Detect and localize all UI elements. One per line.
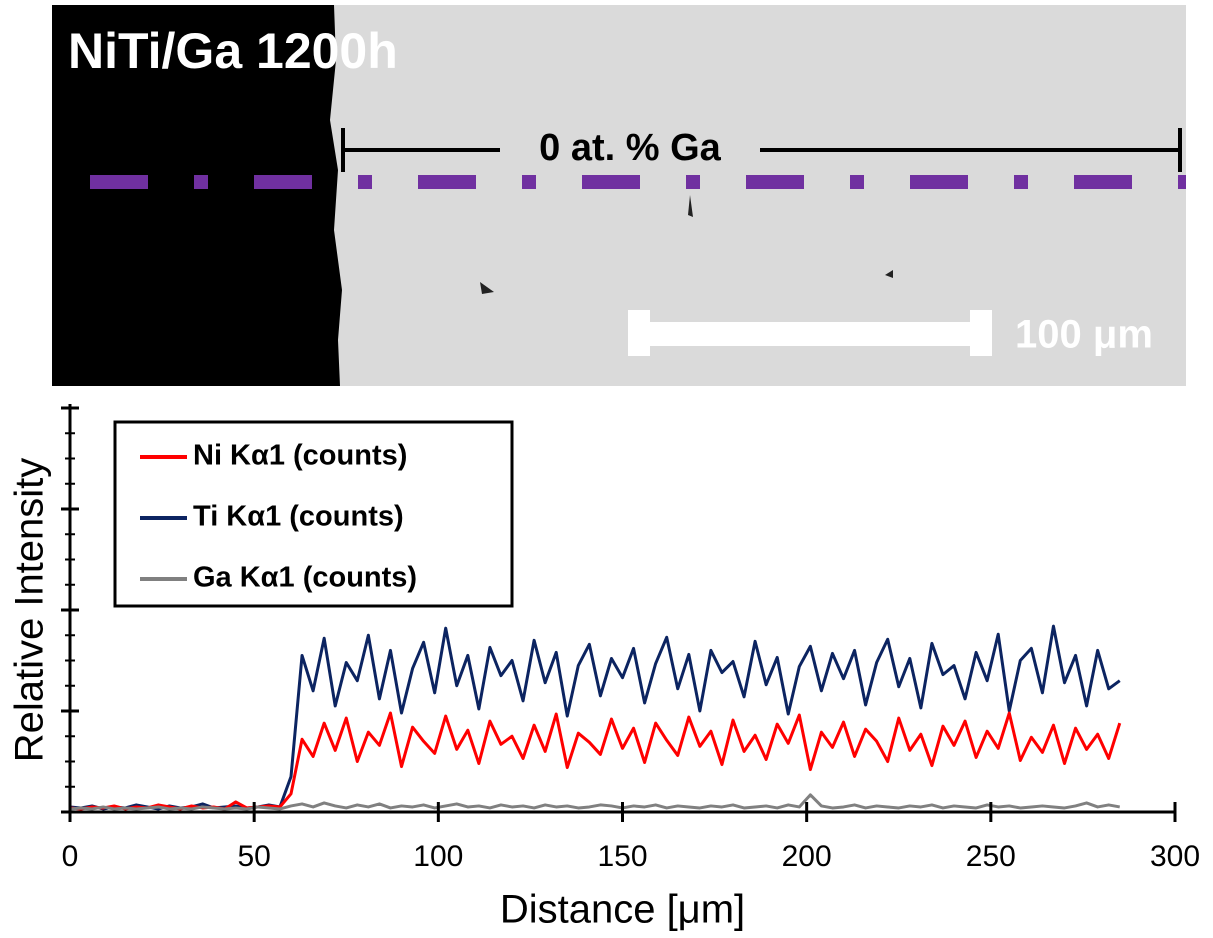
legend-box	[113, 420, 514, 608]
region-label: 0 at. % Ga	[539, 127, 721, 169]
x-tick-label: 100	[413, 840, 463, 873]
scale-bar-cap	[970, 310, 992, 356]
x-tick-label: 150	[597, 840, 647, 873]
y-axis-label: Relative Intensity	[8, 458, 52, 763]
x-tick-label: 300	[1150, 840, 1200, 873]
legend-label: Ti Kα1 (counts)	[193, 501, 404, 533]
image-title: NiTi/Ga 1200h	[68, 23, 398, 79]
x-tick-label: 250	[966, 840, 1016, 873]
scale-label: 100 μm	[1015, 313, 1153, 357]
x-tick-label: 200	[782, 840, 832, 873]
legend-label: Ga Kα1 (counts)	[193, 562, 417, 594]
x-tick-label: 50	[237, 840, 270, 873]
scale-bar	[632, 322, 988, 346]
sem-image: NiTi/Ga 1200h 0 at. % Ga 100 μm	[52, 5, 1186, 386]
legend-label: Ni Kα1 (counts)	[193, 440, 407, 472]
scale-bar-cap	[628, 310, 650, 356]
sem-dark-region	[52, 5, 342, 386]
data-line	[69, 711, 1122, 811]
x-axis-label: Distance [μm]	[500, 888, 745, 932]
data-line	[69, 624, 1121, 811]
region-bracket	[341, 128, 1182, 172]
x-tick-label: 0	[62, 840, 79, 873]
plot: 0 50 100 150 200 250 300 Distance [μm] Relative …	[8, 404, 1200, 932]
data-line	[69, 793, 1121, 811]
